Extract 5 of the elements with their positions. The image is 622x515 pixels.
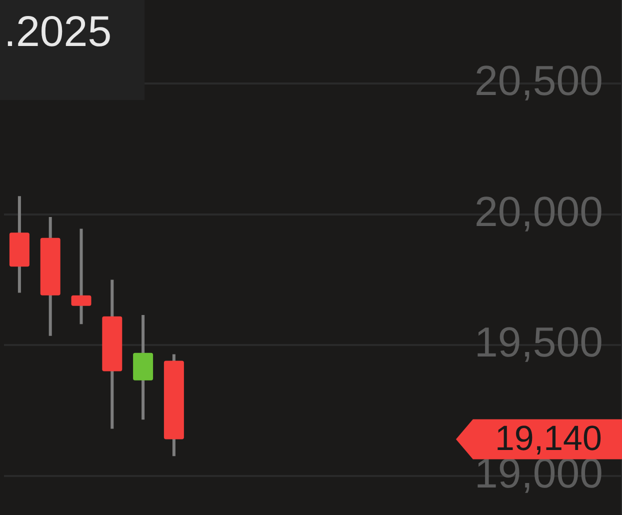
y-tick-label: 19,500 xyxy=(474,318,603,366)
annotation: .2025 xyxy=(4,8,112,56)
y-tick-label: 20,000 xyxy=(474,188,603,235)
candlestick xyxy=(71,228,92,324)
y-tick-label: 20,500 xyxy=(474,57,603,104)
